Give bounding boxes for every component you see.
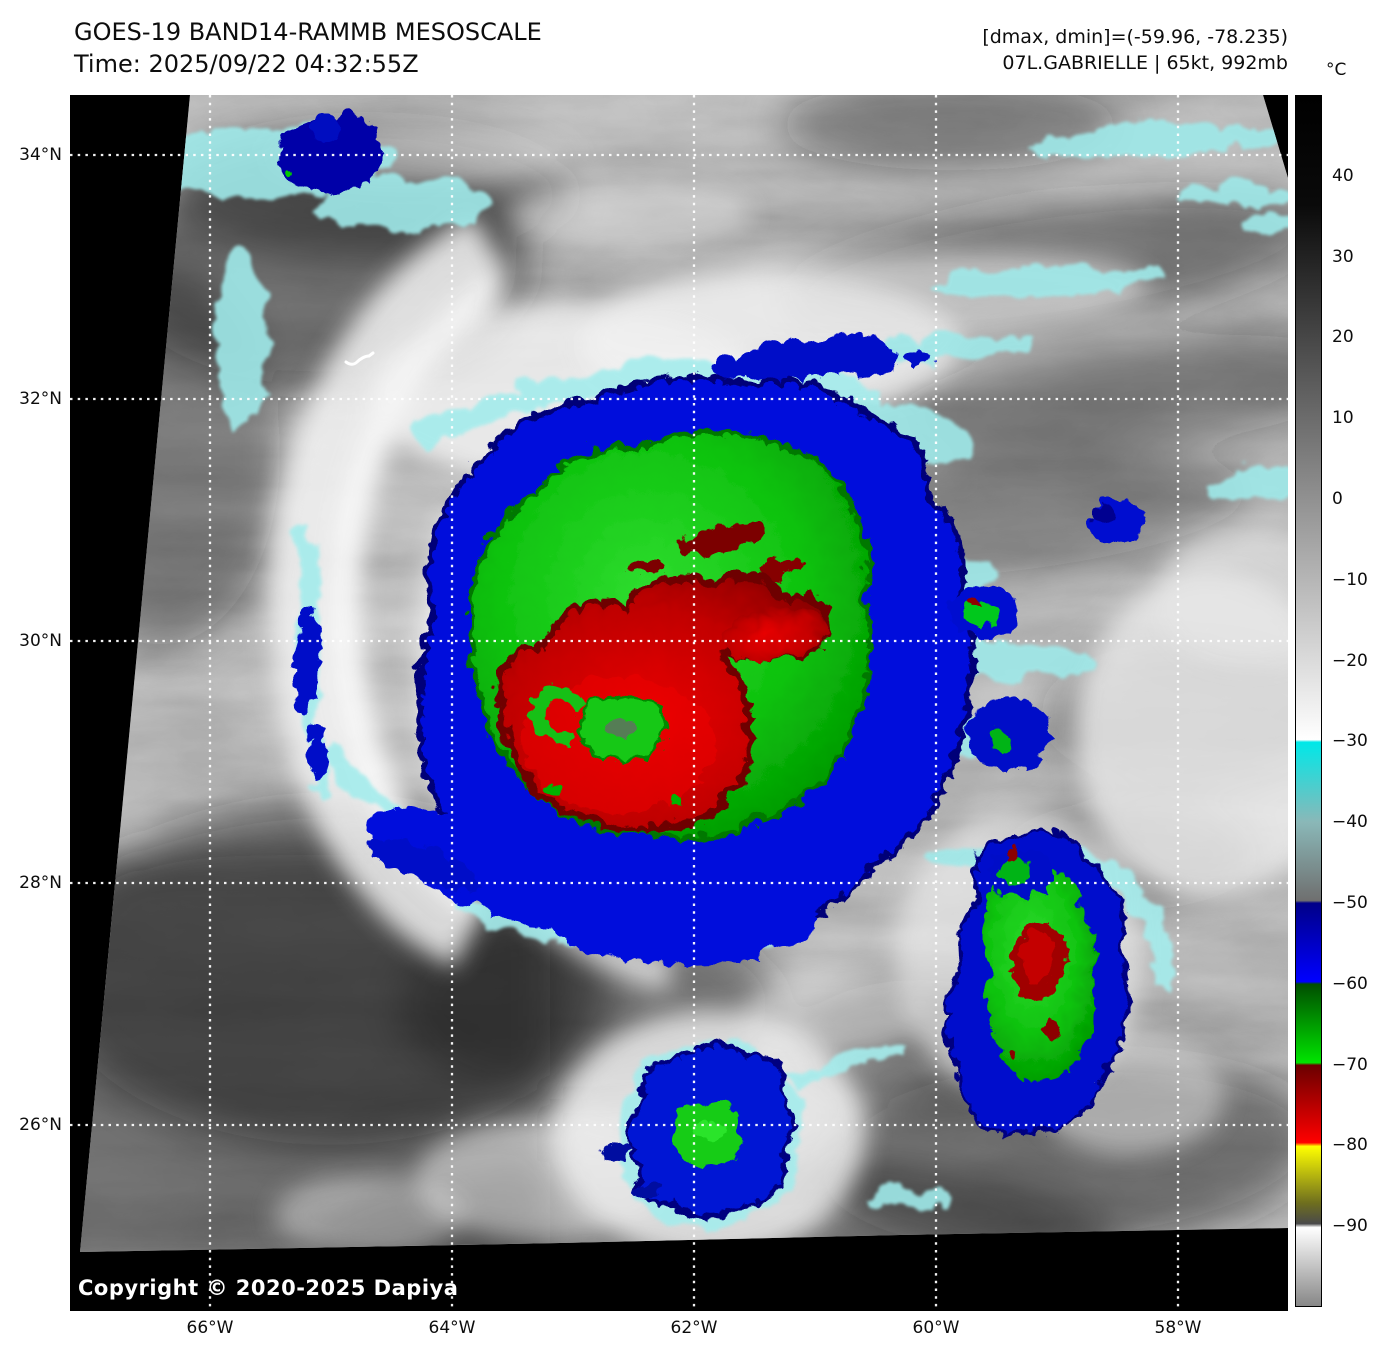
lat-tick-label: 26°N xyxy=(19,1115,62,1135)
colorbar-tick-label: −40 xyxy=(1332,812,1368,833)
bermuda-outline xyxy=(344,351,375,366)
lon-tick-label: 66°W xyxy=(186,1318,234,1338)
colorbar-tick-label: −90 xyxy=(1332,1216,1368,1237)
colorbar-tick-label: −30 xyxy=(1332,731,1368,752)
cold-blobs-east xyxy=(946,495,1139,768)
colorbar-tick-label: −70 xyxy=(1332,1054,1368,1075)
colorbar-tick-label: 0 xyxy=(1332,489,1343,509)
colorbar-unit-label: °C xyxy=(1326,60,1347,80)
colorbar-tick-label: −80 xyxy=(1332,1135,1368,1156)
lat-tick-label: 32°N xyxy=(19,389,62,409)
cold-convection xyxy=(273,109,1139,1215)
colorbar-tick-label: 10 xyxy=(1332,408,1354,429)
lon-tick-label: 60°W xyxy=(912,1318,960,1338)
lat-tick-label: 30°N xyxy=(19,631,62,651)
cold-blob-northwest xyxy=(273,109,378,189)
mesoscale-swath xyxy=(80,95,1288,1252)
colorbar-tick-label: 30 xyxy=(1332,246,1354,267)
colorbar-tick-label: 20 xyxy=(1332,327,1354,348)
hurricane-gabrielle xyxy=(290,370,972,961)
colorbar-tick-label: −60 xyxy=(1332,973,1368,994)
convective-blob-south xyxy=(595,1036,791,1215)
convective-cluster-southeast xyxy=(941,826,1126,1132)
colorbar-tick-label: −10 xyxy=(1332,569,1368,590)
lon-tick-label: 64°W xyxy=(428,1318,476,1338)
lat-tick-label: 28°N xyxy=(19,873,62,893)
colorbar-tick-label: −20 xyxy=(1332,650,1368,671)
eye-center xyxy=(605,714,631,732)
lat-tick-label: 34°N xyxy=(19,145,62,165)
lon-tick-label: 62°W xyxy=(670,1318,718,1338)
copyright-watermark: Copyright © 2020-2025 Dapiya xyxy=(78,1276,459,1300)
product-title: GOES-19 BAND14-RAMMB MESOSCALE xyxy=(74,18,542,46)
cold-streaks-north xyxy=(707,327,929,378)
graticule-gridlines xyxy=(70,95,1288,1311)
temperature-colorbar xyxy=(1295,95,1322,1307)
storm-info: 07L.GABRIELLE | 65kt, 992mb xyxy=(1002,52,1288,74)
product-time: Time: 2025/09/22 04:32:55Z xyxy=(74,50,419,78)
satellite-image-frame xyxy=(70,95,1288,1311)
colorbar-tick-label: −50 xyxy=(1332,893,1368,913)
lon-tick-label: 58°W xyxy=(1154,1318,1202,1338)
dmax-dmin-readout: [dmax, dmin]=(-59.96, -78.235) xyxy=(982,26,1288,48)
satellite-image xyxy=(70,95,1288,1311)
colorbar-tick-label: 40 xyxy=(1332,165,1354,186)
